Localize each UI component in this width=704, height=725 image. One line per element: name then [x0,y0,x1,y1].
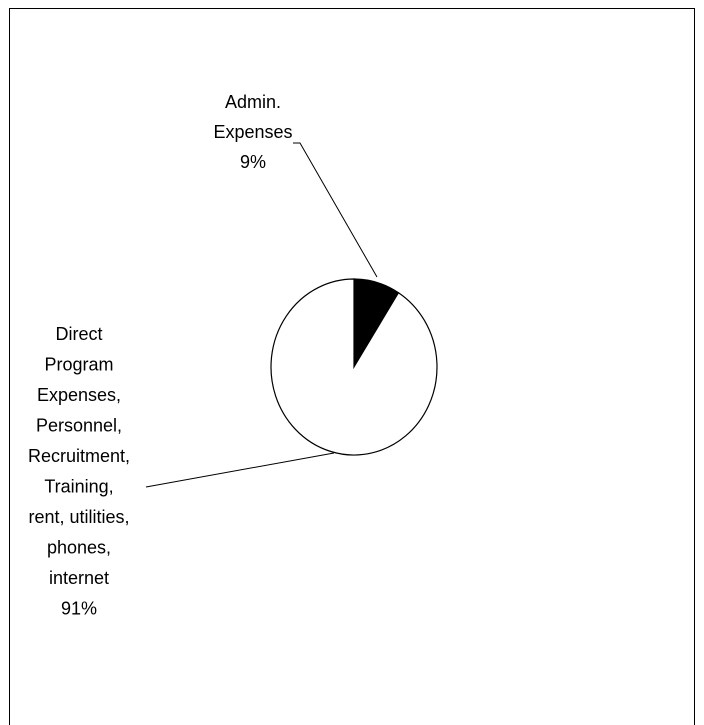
slice-label-1: Direct Program Expenses, Personnel, Recruitm… [28,324,130,619]
slice-label-line: internet [49,568,109,588]
slice-label-line: Expenses, [37,385,121,405]
slice-label-line: Expenses [213,122,292,142]
pie-slices [270,278,438,456]
leader-line-1 [145,452,335,488]
slice-label-line: phones, [47,538,111,558]
slice-label-line: Direct [55,324,102,344]
slice-label-line: Personnel, [36,416,122,436]
leader-line-0 [293,142,378,278]
slice-label-line: Recruitment, [28,446,130,466]
slice-label-line: Admin. [225,92,281,112]
pie-slice-1 [270,278,438,456]
slice-label-line: Program [44,355,113,375]
slice-label-line: 91% [61,599,97,619]
slice-label-line: Training, [44,477,113,497]
leader-lines [145,142,378,488]
slice-label-line: rent, utilities, [28,507,129,527]
slice-label-line: 9% [240,152,266,172]
slice-labels: Admin. Expenses 9% Direct Program Expenses, Pe… [28,92,293,619]
slice-label-0: Admin. Expenses 9% [213,92,292,172]
